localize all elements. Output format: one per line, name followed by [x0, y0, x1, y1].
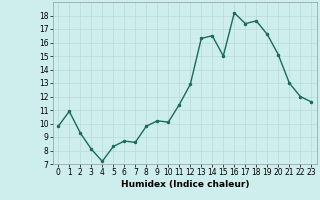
X-axis label: Humidex (Indice chaleur): Humidex (Indice chaleur) — [121, 180, 249, 189]
